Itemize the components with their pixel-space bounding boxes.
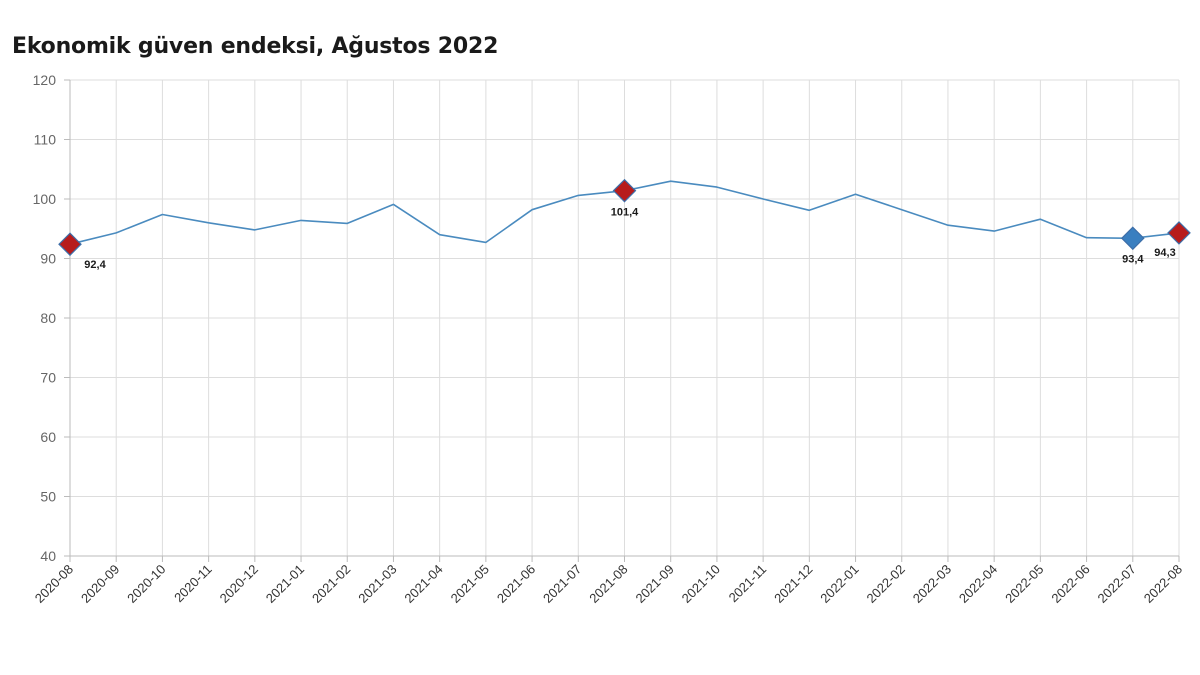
grid	[69, 79, 1180, 557]
x-tick-label: 2021-03	[355, 562, 399, 606]
y-axis-ticks: 40 50 60 70 80 90 100 110 120	[33, 72, 57, 564]
y-tick-label: 50	[40, 489, 56, 505]
y-tick-label: 100	[33, 191, 57, 207]
axes	[64, 79, 1180, 562]
x-tick-label: 2020-08	[32, 562, 76, 606]
x-tick-label: 2021-02	[309, 562, 353, 606]
x-tick-label: 2021-06	[494, 562, 538, 606]
x-tick-label: 2022-05	[1002, 562, 1046, 606]
y-tick-label: 40	[40, 548, 56, 564]
chart-title: Ekonomik güven endeksi, Ağustos 2022	[12, 34, 499, 59]
x-tick-label: 2022-02	[864, 562, 908, 606]
x-tick-label: 2020-09	[78, 562, 122, 606]
diamond-marker	[612, 178, 637, 203]
x-tick-label: 2021-12	[771, 562, 815, 606]
x-tick-label: 2022-07	[1095, 562, 1139, 606]
markers: 92,4 101,4 93,4 94,3	[58, 178, 1191, 271]
diamond-marker	[1120, 226, 1145, 251]
data-label: 101,4	[611, 207, 639, 219]
data-label: 93,4	[1122, 253, 1144, 265]
data-label: 92,4	[84, 259, 106, 271]
diamond-marker	[58, 232, 82, 257]
x-tick-label: 2020-10	[124, 562, 168, 606]
x-tick-label: 2022-06	[1048, 562, 1092, 606]
y-tick-label: 90	[40, 251, 56, 267]
x-tick-label: 2022-04	[956, 562, 1000, 606]
x-tick-label: 2021-09	[632, 562, 676, 606]
y-tick-label: 80	[40, 310, 56, 326]
x-axis-ticks: 2020-08 2020-09 2020-10 2020-11 2020-12 2021-…	[32, 562, 1185, 606]
x-tick-label: 2022-08	[1141, 562, 1185, 606]
x-tick-label: 2021-11	[726, 562, 770, 606]
x-tick-label: 2021-08	[586, 562, 630, 606]
y-tick-label: 110	[34, 132, 57, 148]
y-tick-label: 120	[33, 72, 57, 88]
x-tick-label: 2021-04	[401, 562, 445, 606]
x-tick-label: 2021-01	[263, 562, 307, 606]
x-tick-label: 2022-01	[817, 562, 861, 606]
x-tick-label: 2020-12	[217, 562, 261, 606]
x-tick-label: 2020-11	[171, 562, 215, 606]
y-tick-label: 70	[40, 370, 56, 386]
diamond-marker	[1167, 221, 1191, 245]
y-tick-label: 60	[40, 429, 56, 445]
x-tick-label: 2021-10	[679, 562, 723, 606]
x-tick-label: 2021-07	[540, 562, 584, 606]
data-label: 94,3	[1154, 247, 1175, 259]
x-tick-label: 2022-03	[910, 562, 954, 606]
x-tick-label: 2021-05	[448, 562, 492, 606]
